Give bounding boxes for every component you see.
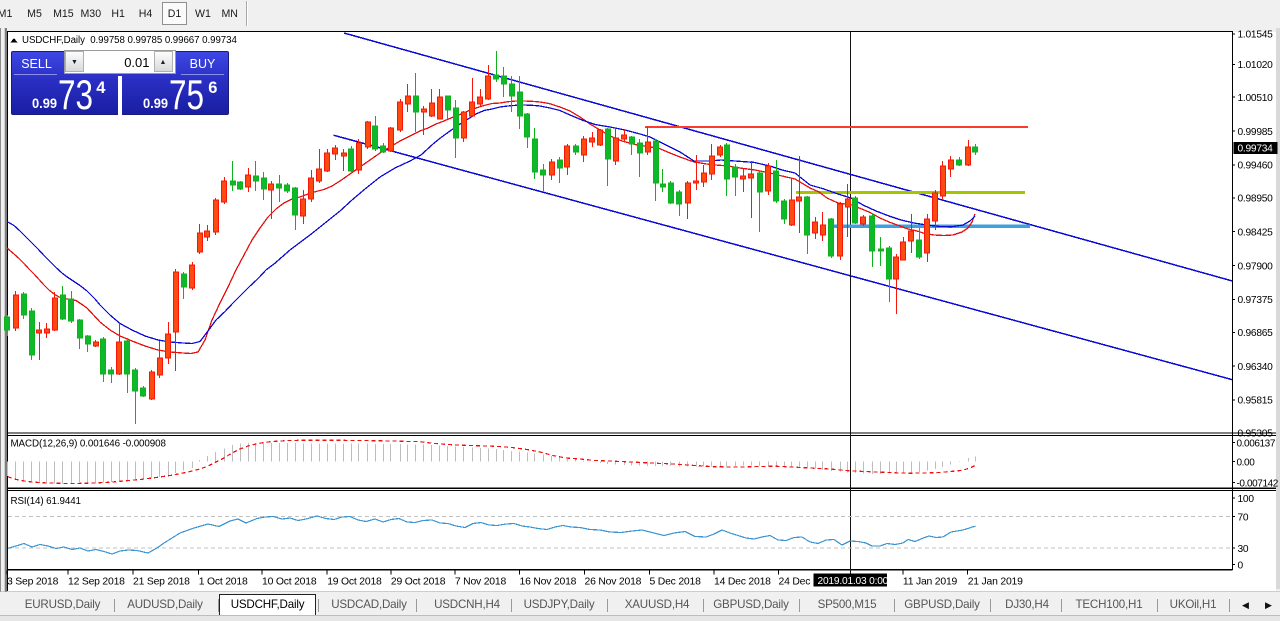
- svg-text:0.97900: 0.97900: [1238, 261, 1274, 272]
- svg-text:0.96340: 0.96340: [1238, 362, 1274, 373]
- svg-text:29 Oct 2018: 29 Oct 2018: [391, 577, 446, 588]
- svg-text:0.95305: 0.95305: [1238, 429, 1274, 440]
- svg-text:11 Jan 2019: 11 Jan 2019: [903, 577, 958, 588]
- svg-text:1.00510: 1.00510: [1238, 93, 1274, 104]
- svg-text:24 Dec 2018: 24 Dec 2018: [779, 577, 836, 588]
- svg-text:0.95815: 0.95815: [1238, 396, 1274, 407]
- svg-text:19 Oct 2018: 19 Oct 2018: [327, 577, 382, 588]
- svg-text:5 Dec 2018: 5 Dec 2018: [650, 577, 702, 588]
- svg-text:0.97375: 0.97375: [1238, 295, 1274, 306]
- svg-text:3 Sep 2018: 3 Sep 2018: [7, 577, 59, 588]
- svg-text:0.99985: 0.99985: [1238, 127, 1274, 138]
- svg-text:70: 70: [1238, 512, 1249, 523]
- svg-text:MACD(12,26,9) 0.001646 -0.0009: MACD(12,26,9) 0.001646 -0.000908: [11, 438, 167, 449]
- svg-text:0.98950: 0.98950: [1238, 194, 1274, 205]
- svg-text:7 Nov 2018: 7 Nov 2018: [455, 577, 507, 588]
- svg-text:12 Sep 2018: 12 Sep 2018: [68, 577, 125, 588]
- svg-text:1.01020: 1.01020: [1238, 60, 1274, 71]
- svg-text:2019.01.03 0:00: 2019.01.03 0:00: [818, 576, 889, 587]
- svg-text:-0.007142: -0.007142: [1237, 478, 1279, 489]
- svg-text:10 Oct 2018: 10 Oct 2018: [262, 577, 317, 588]
- svg-text:26 Nov 2018: 26 Nov 2018: [585, 577, 642, 588]
- svg-text:0.96865: 0.96865: [1238, 328, 1274, 339]
- svg-text:RSI(14) 61.9441: RSI(14) 61.9441: [11, 496, 81, 507]
- svg-text:0: 0: [1238, 560, 1244, 571]
- svg-text:1 Oct 2018: 1 Oct 2018: [199, 577, 248, 588]
- svg-text:0.99460: 0.99460: [1238, 161, 1274, 172]
- svg-text:21 Jan 2019: 21 Jan 2019: [968, 577, 1023, 588]
- svg-text:0.99734: 0.99734: [1238, 144, 1274, 155]
- svg-text:21 Sep 2018: 21 Sep 2018: [133, 577, 190, 588]
- svg-text:100: 100: [1238, 494, 1255, 505]
- svg-text:1.01545: 1.01545: [1238, 30, 1274, 41]
- svg-text:16 Nov 2018: 16 Nov 2018: [520, 577, 577, 588]
- svg-text:14 Dec 2018: 14 Dec 2018: [714, 577, 771, 588]
- svg-text:0.00: 0.00: [1237, 457, 1256, 468]
- svg-text:0.98425: 0.98425: [1238, 227, 1274, 238]
- svg-text:USDCHF,Daily 0.99758 0.99785: USDCHF,Daily 0.99758 0.99785 0.99667 0.9…: [22, 35, 237, 46]
- svg-text:30: 30: [1238, 544, 1249, 555]
- svg-text:0.006137: 0.006137: [1237, 439, 1276, 450]
